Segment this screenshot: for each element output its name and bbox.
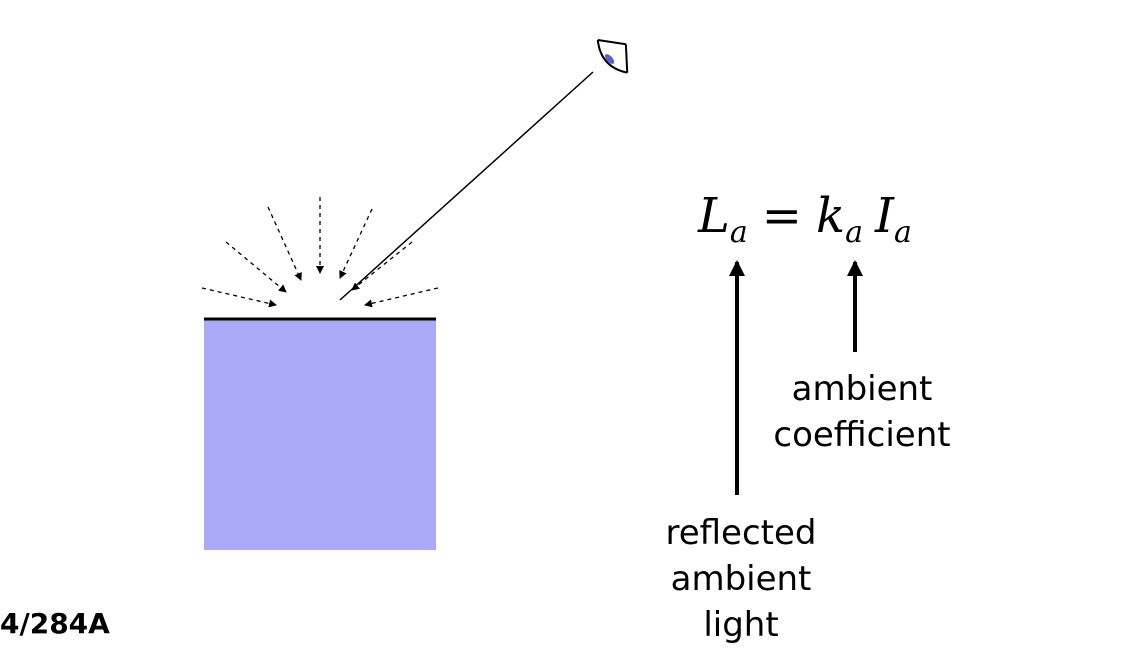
ambient-ray	[267, 206, 302, 281]
ambient-coefficient-subscript: a	[845, 215, 863, 250]
surface-block	[204, 320, 436, 550]
label-line: light	[703, 605, 779, 645]
label-line: ambient	[791, 369, 933, 409]
label-line: ambient	[670, 559, 812, 599]
equals-sign: =	[761, 188, 802, 244]
ambient-equation: La = ka Ia	[698, 192, 912, 248]
label-line: coefficient	[773, 415, 951, 455]
ambient-coefficient-label: ambient coefficient	[762, 366, 962, 458]
reflected-light-symbol: L	[698, 188, 730, 244]
ambient-intensity-symbol: I	[874, 188, 894, 244]
ambient-ray	[225, 241, 287, 293]
label-line: reflected	[665, 513, 817, 553]
reflected-ambient-light-label: reflected ambient light	[636, 510, 846, 648]
ambient-ray	[339, 208, 373, 279]
eye-icon	[596, 39, 629, 74]
ambient-ray	[351, 241, 413, 291]
reflected-light-subscript: a	[729, 215, 748, 250]
reflected-ray	[339, 71, 594, 301]
ambient-intensity-subscript: a	[893, 215, 912, 250]
ambient-ray	[201, 287, 277, 308]
incoming-ambient-rays	[201, 197, 439, 308]
ambient-coefficient-symbol: k	[815, 188, 846, 244]
course-code: 4/284A	[0, 607, 110, 640]
ambient-ray	[364, 287, 439, 308]
